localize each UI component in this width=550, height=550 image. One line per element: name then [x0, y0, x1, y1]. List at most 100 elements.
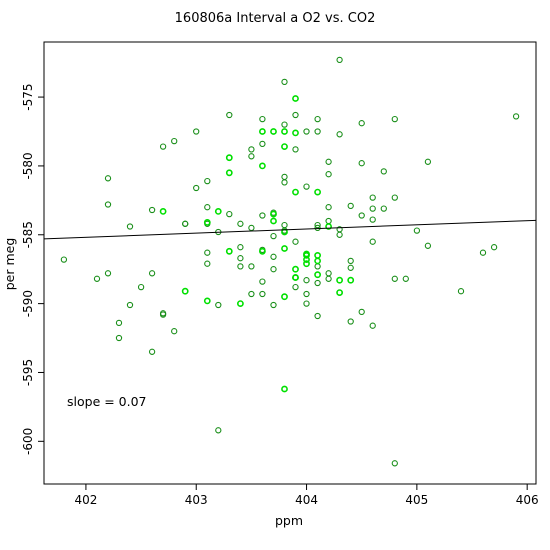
data-point [358, 308, 365, 316]
data-point [314, 115, 321, 123]
data-point [237, 255, 244, 262]
data-point [258, 162, 266, 170]
y-tick-label: -590 [21, 290, 35, 317]
chart-title: 160806a Interval a O2 vs. CO2 [175, 11, 376, 26]
data-point [226, 111, 233, 119]
data-point [303, 300, 310, 307]
data-point [314, 188, 321, 196]
data-point [347, 276, 355, 284]
data-point [215, 301, 222, 309]
data-point [204, 249, 211, 256]
data-point [137, 283, 145, 291]
x-tick-label: 403 [185, 493, 208, 507]
regression-line [43, 219, 537, 240]
y-tick-label: -585 [21, 221, 35, 248]
data-point [336, 276, 343, 284]
data-point [204, 204, 211, 211]
data-point [347, 202, 354, 210]
data-point [204, 260, 211, 267]
data-point [259, 140, 266, 148]
data-point [413, 227, 421, 234]
x-tick-label: 404 [295, 493, 318, 507]
data-point [303, 290, 310, 298]
data-point [391, 115, 398, 123]
data-point [347, 264, 354, 271]
data-point [369, 238, 376, 245]
data-point [215, 427, 222, 434]
data-point [292, 274, 299, 281]
x-axis-label: ppm [275, 513, 303, 528]
data-point [369, 322, 376, 329]
data-point [204, 177, 211, 185]
data-point [336, 131, 343, 138]
data-point [281, 245, 288, 252]
data-point [93, 275, 101, 282]
data-point [225, 247, 233, 255]
data-point [457, 288, 465, 295]
data-point [314, 263, 321, 270]
data-point [115, 334, 123, 342]
plot-frame [43, 41, 537, 485]
data-point [347, 318, 354, 325]
data-point [281, 221, 288, 229]
data-point [270, 232, 277, 240]
data-point [314, 224, 321, 232]
data-point [148, 206, 156, 214]
data-point [292, 265, 299, 273]
data-point [159, 207, 167, 215]
data-point [148, 348, 156, 355]
data-point [347, 257, 354, 265]
data-point [171, 328, 178, 335]
data-point [115, 319, 123, 327]
x-tick-label: 402 [74, 493, 97, 507]
data-point [292, 188, 299, 196]
data-point [281, 179, 288, 186]
data-point [292, 146, 299, 153]
data-point [237, 244, 244, 251]
data-point [281, 293, 288, 301]
data-point [303, 251, 310, 259]
data-point [248, 263, 255, 270]
data-point [314, 221, 321, 229]
data-point [203, 218, 211, 226]
data-point [369, 205, 376, 212]
x-tick-label: 406 [516, 493, 539, 507]
data-point [325, 270, 332, 277]
data-point [225, 154, 233, 162]
data-point [214, 207, 222, 215]
data-point [292, 238, 299, 245]
y-axis-label: per meg [2, 238, 17, 291]
data-point [281, 143, 288, 150]
y-tick-label: -575 [21, 83, 35, 110]
y-tick-label: -600 [21, 428, 35, 455]
data-point [314, 257, 321, 265]
data-point [325, 158, 332, 165]
data-point [270, 210, 277, 218]
data-point [402, 275, 409, 282]
data-point [104, 201, 112, 208]
data-point [126, 223, 134, 230]
data-point [369, 194, 376, 201]
data-point [281, 173, 288, 181]
data-point [325, 204, 332, 211]
data-point [358, 160, 365, 167]
data-point [303, 183, 310, 190]
data-point [148, 270, 156, 277]
data-point [248, 146, 255, 153]
data-point [248, 153, 255, 160]
data-point [259, 278, 266, 285]
data-point [248, 290, 255, 298]
data-point [303, 256, 310, 263]
data-point [259, 212, 266, 219]
data-point [259, 290, 266, 298]
data-point [237, 220, 244, 227]
data-point [303, 128, 310, 135]
data-point [292, 129, 299, 137]
data-point [104, 270, 112, 277]
data-point [237, 263, 244, 270]
data-point [336, 231, 343, 238]
plot-area [43, 56, 537, 467]
data-point [248, 224, 255, 232]
data-point [358, 212, 365, 219]
data-point [181, 287, 189, 295]
